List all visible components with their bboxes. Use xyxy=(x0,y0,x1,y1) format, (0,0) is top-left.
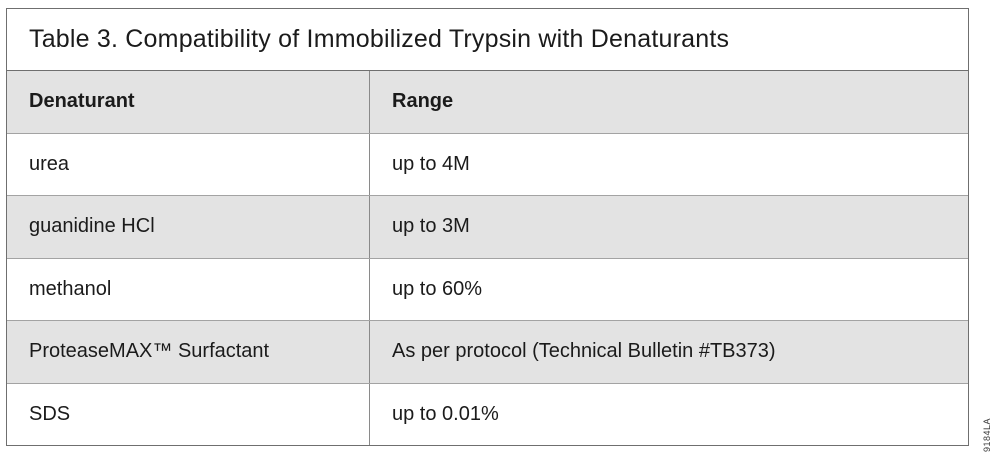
cell-denaturant: methanol xyxy=(7,258,370,320)
table-row: SDS up to 0.01% xyxy=(7,383,968,445)
cell-range: up to 60% xyxy=(392,277,483,300)
table-row: methanol up to 60% xyxy=(7,258,968,321)
table-row: urea up to 4M xyxy=(7,133,968,196)
table-header-row: Denaturant Range xyxy=(7,71,968,134)
column-header-denaturant: Denaturant xyxy=(7,71,370,133)
table-row: ProteaseMAX™ Surfactant As per protocol … xyxy=(7,321,968,384)
cell-range: up to 0.01% xyxy=(392,402,499,425)
figure-code-label: 9184LA xyxy=(982,417,992,452)
table-row: guanidine HCl up to 3M xyxy=(7,196,968,259)
cell-denaturant: ProteaseMAX™ Surfactant xyxy=(7,321,370,383)
cell-range: As per protocol (Technical Bulletin #TB3… xyxy=(392,340,776,363)
cell-denaturant: urea xyxy=(7,133,370,195)
cell-denaturant: guanidine HCl xyxy=(7,196,370,258)
cell-range: up to 4M xyxy=(392,152,470,175)
compatibility-table: Table 3. Compatibility of Immobilized Tr… xyxy=(6,8,969,446)
table-grid: Denaturant Range urea up to 4M guanidine… xyxy=(7,71,968,445)
cell-range: up to 3M xyxy=(392,215,470,238)
table-title: Table 3. Compatibility of Immobilized Tr… xyxy=(7,9,968,71)
cell-denaturant: SDS xyxy=(7,383,370,445)
column-header-range: Range xyxy=(392,90,454,113)
